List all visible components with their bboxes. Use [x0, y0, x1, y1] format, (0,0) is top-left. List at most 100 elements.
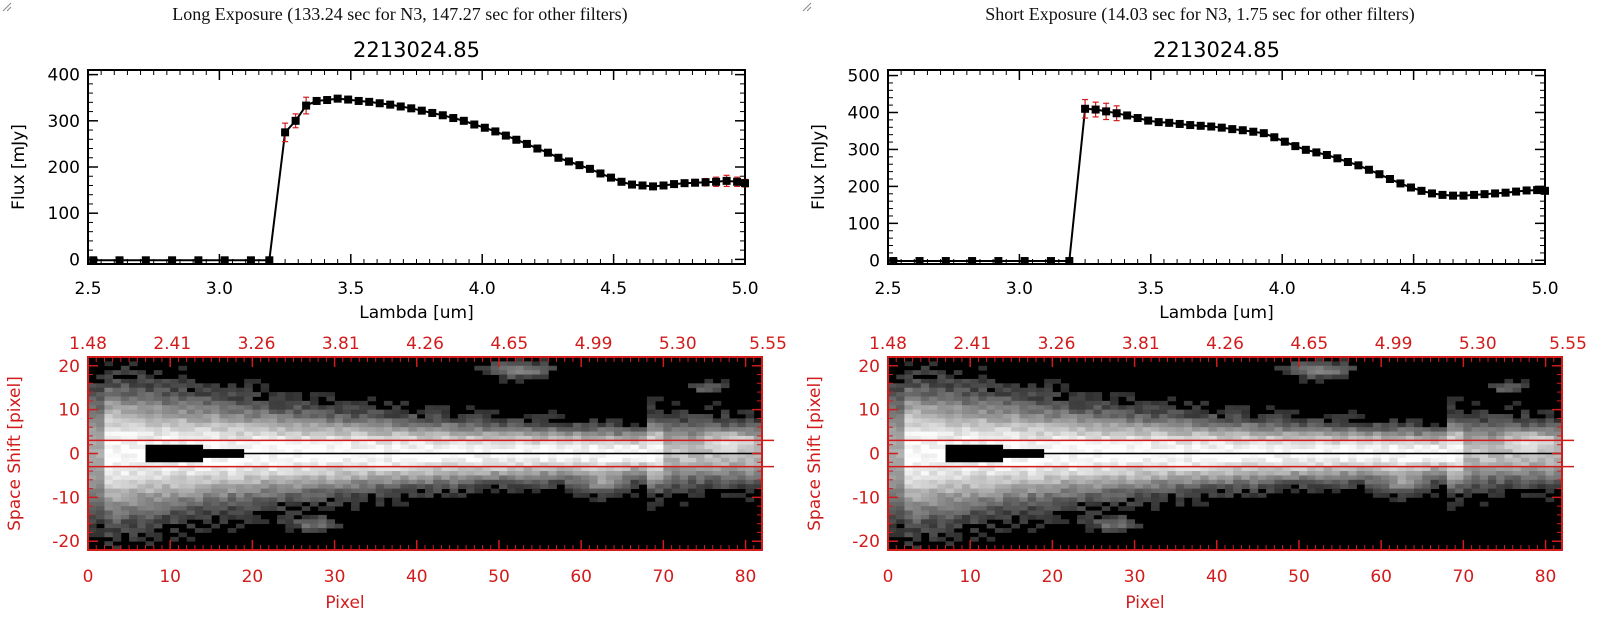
image-pixel: [655, 488, 664, 494]
image-pixel: [186, 383, 196, 389]
image-pixel: [1274, 453, 1283, 459]
image-pixel: [1496, 383, 1505, 389]
image-pixel: [474, 440, 483, 446]
image-pixel: [96, 484, 105, 489]
resize-grip-icon[interactable]: [0, 0, 12, 12]
image-pixel: [1446, 444, 1456, 450]
image-pixel: [1405, 427, 1415, 432]
image-pixel: [408, 414, 418, 419]
image-pixel: [129, 501, 138, 507]
image-pixel: [457, 479, 467, 485]
image-pixel: [88, 383, 97, 389]
image-pixel: [1118, 405, 1127, 411]
image-pixel: [1200, 471, 1209, 476]
image-pixel: [1077, 497, 1086, 503]
image-pixel: [170, 422, 179, 428]
image-pixel: [1364, 466, 1374, 472]
image-pixel: [129, 361, 138, 367]
saturated-pixel: [945, 444, 955, 450]
image-pixel: [120, 488, 130, 494]
image-pixel: [153, 409, 163, 415]
image-pixel: [1529, 418, 1538, 424]
image-pixel: [531, 449, 541, 454]
image-pixel: [203, 409, 212, 415]
data-point: [701, 178, 710, 187]
image-pixel: [1471, 475, 1481, 481]
image-pixel: [457, 471, 467, 476]
image-pixel: [1389, 457, 1399, 463]
image-pixel: [912, 528, 922, 533]
image-pixel: [1183, 453, 1193, 459]
image-pixel: [161, 414, 171, 419]
image-pixel: [1414, 466, 1423, 472]
image-pixel: [260, 383, 270, 389]
image-pixel: [1455, 453, 1464, 459]
image-pixel: [1052, 409, 1062, 415]
image-pixel: [729, 440, 738, 446]
image-pixel: [638, 453, 648, 459]
image-pixel: [219, 387, 229, 393]
image-pixel: [301, 427, 311, 432]
image-pixel: [268, 453, 278, 459]
image-pixel: [1151, 492, 1160, 498]
image-pixel: [318, 427, 327, 432]
image-pixel: [400, 414, 409, 419]
image-pixel: [1463, 471, 1472, 476]
image-x-axis-label: Pixel: [325, 593, 364, 613]
image-pixel: [186, 405, 196, 411]
image-pixel: [1520, 449, 1530, 454]
image-pixel: [1085, 528, 1094, 533]
image-pixel: [375, 488, 385, 494]
image-pixel: [1372, 484, 1382, 489]
x-tick-label: 4.0: [469, 279, 496, 299]
image-pixel: [474, 466, 483, 472]
image-pixel: [334, 414, 344, 419]
image-pixel: [318, 492, 327, 498]
image-pixel: [211, 422, 220, 428]
image-pixel: [1068, 471, 1078, 476]
image-pixel: [1479, 466, 1489, 472]
image-pixel: [137, 387, 146, 393]
image-pixel: [638, 466, 648, 472]
image-pixel: [729, 457, 738, 463]
image-pixel: [1315, 457, 1325, 463]
image-pixel: [671, 414, 681, 419]
image-pixel: [342, 444, 352, 450]
image-pixel: [622, 479, 631, 485]
image-pixel: [888, 501, 897, 507]
image-pixel: [937, 374, 946, 380]
image-pixel: [112, 418, 122, 424]
image-pixel: [540, 431, 549, 437]
image-pixel: [1077, 427, 1086, 432]
image-pixel: [1504, 475, 1514, 481]
image-pixel: [129, 497, 138, 503]
image-pixel: [581, 435, 590, 441]
image-pixel: [1216, 444, 1226, 450]
image-pixel: [178, 414, 188, 419]
image-pixel: [978, 396, 988, 402]
image-pixel: [457, 453, 467, 459]
image-pixel: [712, 471, 722, 476]
image-pixel: [194, 514, 204, 520]
image-pixel: [994, 528, 1004, 533]
image-pixel: [1537, 435, 1546, 441]
data-point: [1175, 119, 1184, 128]
image-pixel: [1093, 396, 1103, 402]
image-pixel: [986, 536, 996, 542]
image-pixel: [301, 414, 311, 419]
image-pixel: [1405, 488, 1415, 494]
image-pixel: [383, 444, 393, 450]
image-pixel: [367, 488, 377, 494]
image-pixel: [937, 370, 946, 375]
image-pixel: [161, 471, 171, 476]
image-pixel: [937, 510, 946, 516]
image-pixel: [1175, 418, 1185, 424]
image-pixel: [170, 501, 179, 507]
image-pixel: [515, 418, 525, 424]
image-pixel: [260, 453, 270, 459]
image-pixel: [318, 444, 327, 450]
image-pixel: [1052, 475, 1062, 481]
image-pixel: [1372, 479, 1382, 485]
image-pixel: [1011, 471, 1020, 476]
image-pixel: [548, 427, 557, 432]
